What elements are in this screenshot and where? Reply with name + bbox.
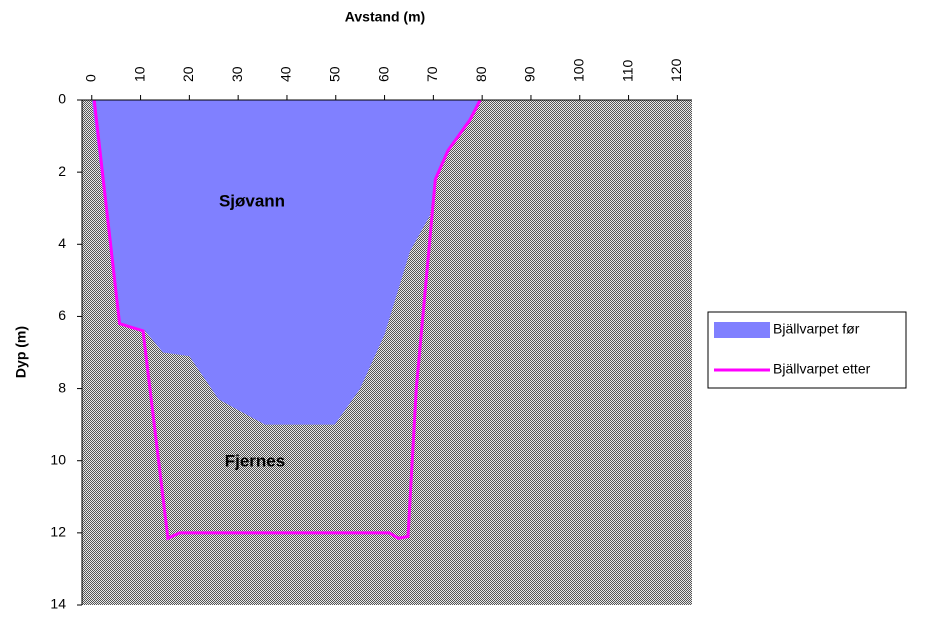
x-tick-label: 70 [424,66,440,82]
annotation: Fjernes [225,451,285,470]
y-tick-label: 2 [58,163,66,179]
y-tick-label: 10 [50,451,66,467]
x-tick-label: 60 [375,66,391,82]
y-tick-label: 12 [50,524,66,540]
x-tick-label: 110 [619,59,635,82]
y-axis-title: Dyp (m) [13,326,29,378]
y-tick-label: 8 [58,379,66,395]
x-tick-label: 90 [522,66,538,82]
area [91,100,481,425]
x-tick-label: 80 [473,66,489,82]
legend-label: Bjällvarpet før [773,321,860,337]
x-axis-title: Avstand (m) [345,9,425,25]
x-tick-label: 120 [668,58,684,82]
x-tick-label: 50 [326,66,342,82]
legend-swatch [714,322,770,338]
x-tick-label: 20 [180,66,196,82]
line [92,99,482,541]
legend-label: Bjällvarpet etter [773,361,871,377]
x-tick-label: 40 [278,66,294,82]
y-tick-label: 4 [58,235,66,251]
y-tick-label: 14 [50,596,66,612]
annotation: Sjøvann [219,191,285,210]
x-tick-label: 10 [131,66,147,82]
x-tick-label: 30 [229,66,245,82]
y-tick-label: 0 [58,91,66,107]
x-tick-label: 0 [82,74,98,82]
y-tick-label: 6 [58,307,66,323]
x-tick-label: 100 [570,58,586,82]
